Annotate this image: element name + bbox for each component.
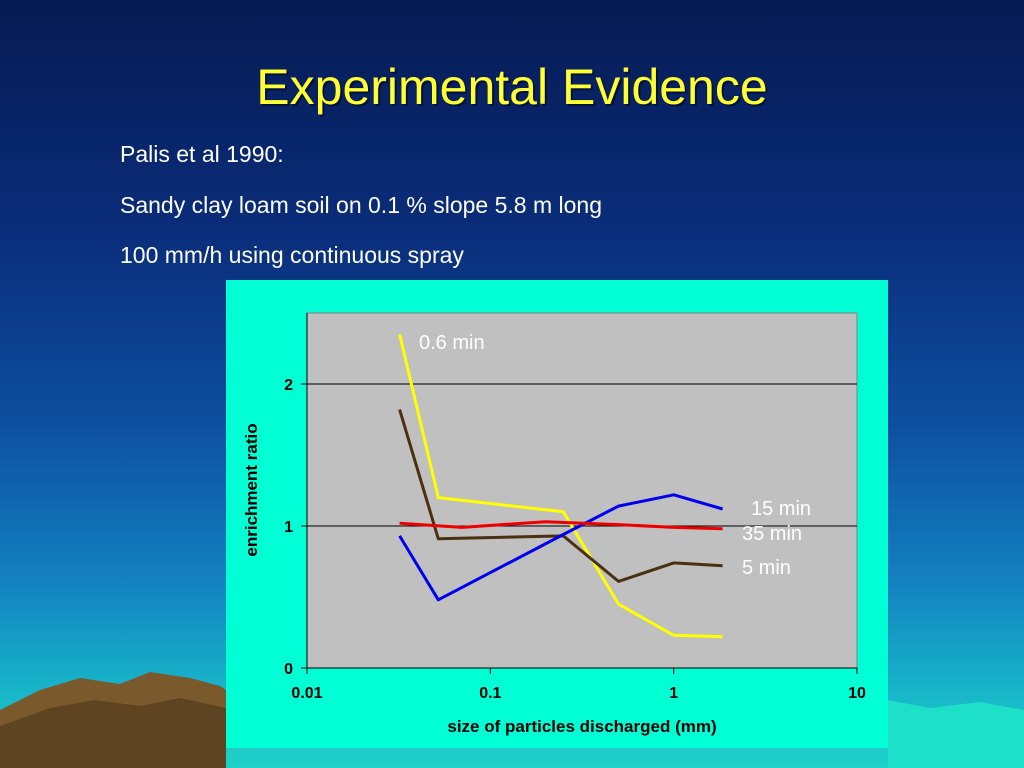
chart-panel: 0 1 2 0.01 0.1 1 10 0.6 min 5 min 15 min 35 min s…: [226, 280, 888, 748]
series-label-35-min: 35 min: [742, 523, 802, 545]
x-tick-label: 1: [669, 685, 678, 702]
series-line-35-min: [399, 520, 723, 531]
series-label-0-6-min: 0.6 min: [419, 332, 485, 354]
rainfall-description-text: 100 mm/h using continuous spray: [120, 242, 464, 268]
soil-description-text: Sandy clay loam soil on 0.1 % slope 5.8 …: [120, 192, 602, 218]
y-tick-label: 1: [284, 519, 293, 536]
x-tick-label: 0.01: [291, 685, 322, 702]
x-tick-label: 10: [848, 685, 866, 702]
series-label-15-min: 15 min: [751, 498, 811, 520]
slide-title: Experimental Evidence: [256, 59, 768, 115]
citation-text: Palis et al 1990:: [120, 141, 284, 167]
y-axis-title: enrichment ratio: [242, 423, 261, 556]
x-tick-label: 0.1: [479, 685, 501, 702]
plot-area: [306, 312, 858, 669]
enrichment-ratio-chart: 0 1 2 0.01 0.1 1 10 0.6 min 5 min 15 min 35 min s…: [242, 312, 866, 736]
y-tick-label: 2: [284, 377, 293, 394]
x-axis-title: size of particles discharged (mm): [447, 717, 716, 736]
series-line-5-min: [398, 409, 723, 583]
series-line-15-min: [398, 493, 724, 602]
y-tick-label: 0: [284, 661, 293, 678]
series-label-5-min: 5 min: [742, 557, 791, 579]
